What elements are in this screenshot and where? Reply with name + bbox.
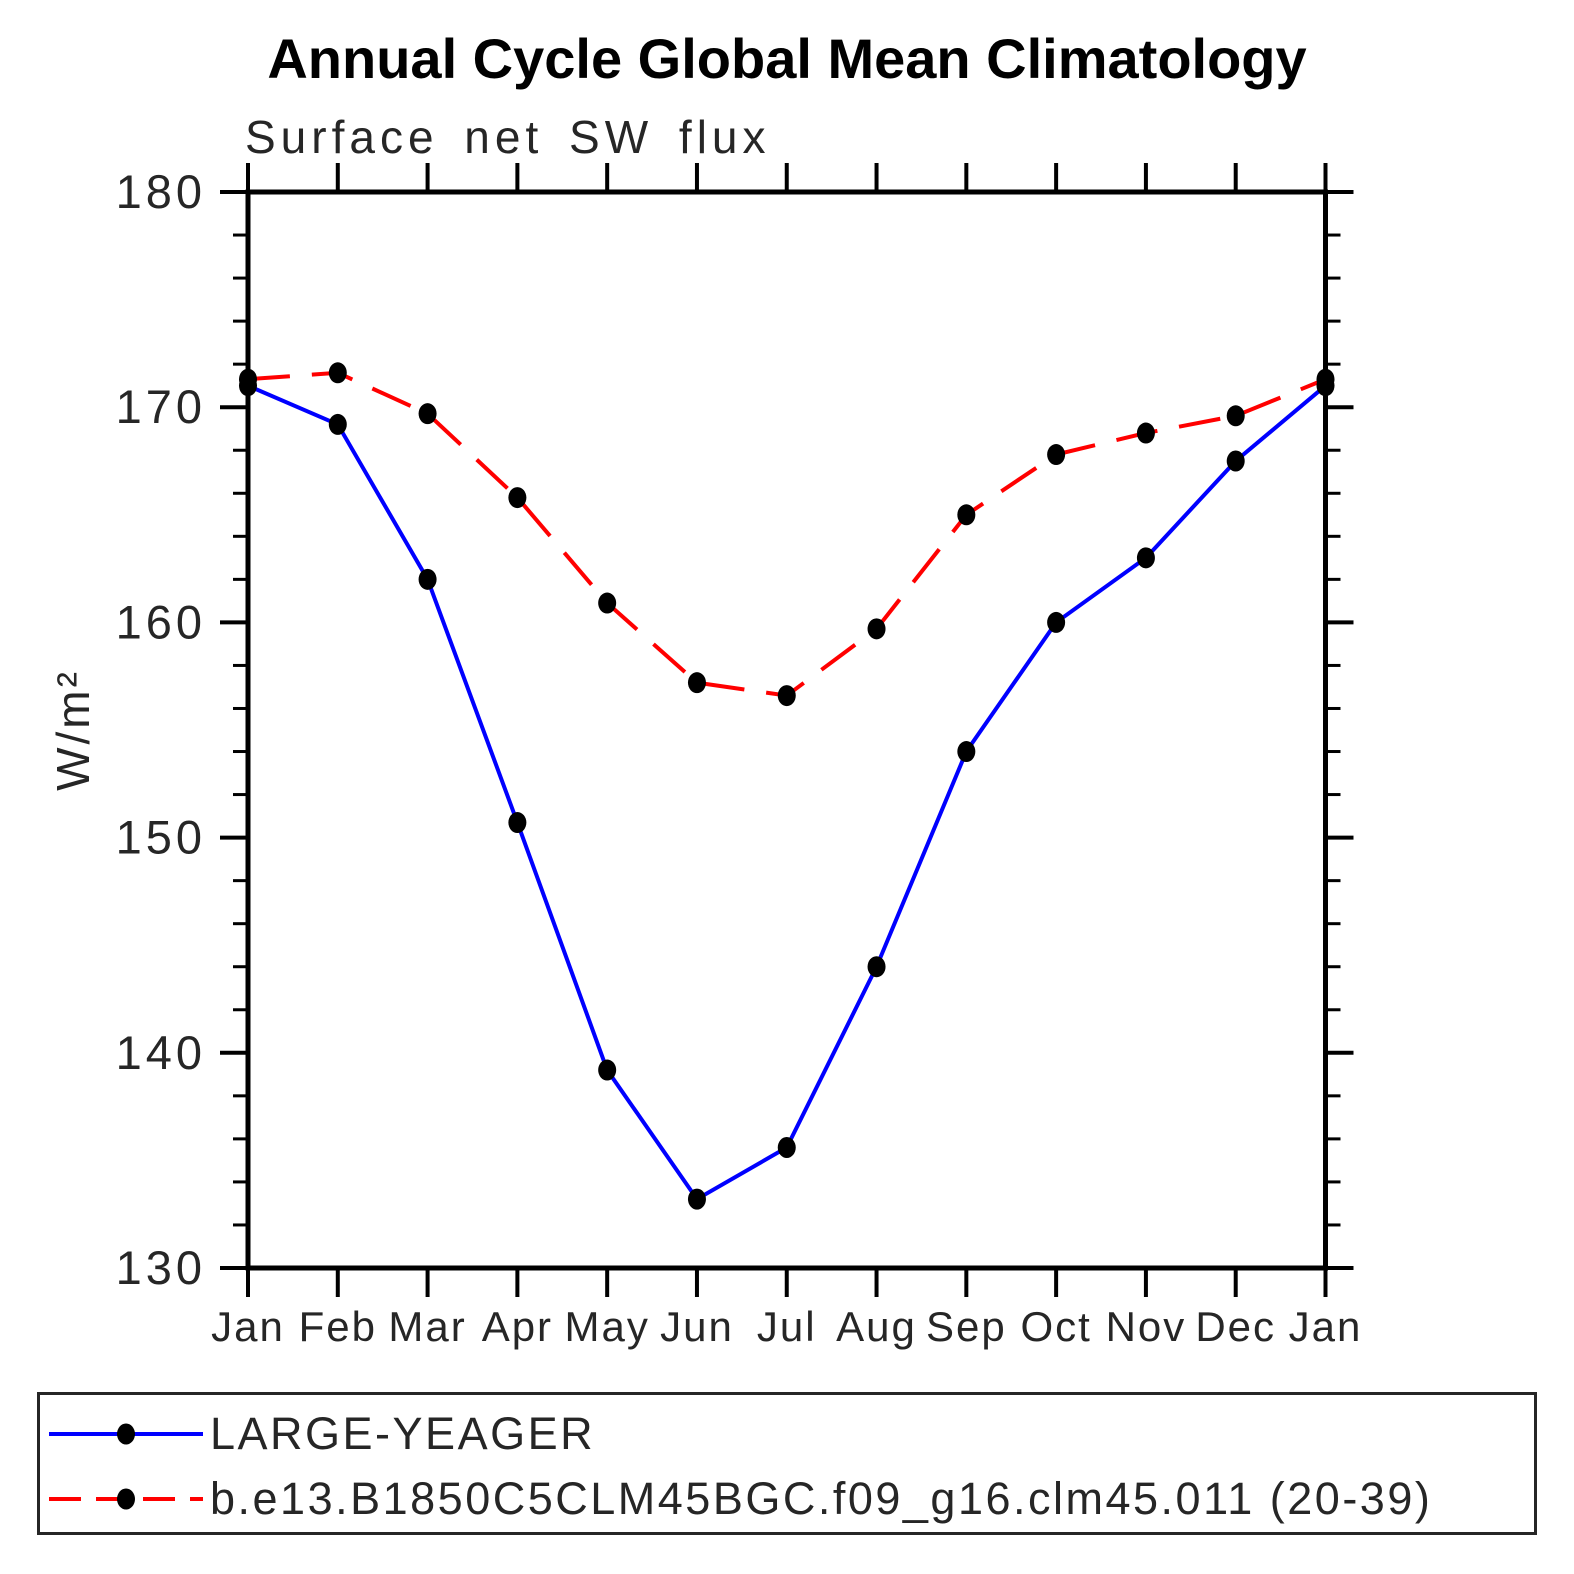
- x-tick-label: Oct: [1020, 1303, 1091, 1350]
- data-point-marker: [867, 618, 886, 640]
- y-tick-label: 130: [116, 1241, 206, 1294]
- y-tick-label: 140: [116, 1026, 206, 1079]
- data-point-marker: [1136, 422, 1155, 444]
- data-point-marker: [418, 568, 437, 590]
- data-point-marker: [1136, 547, 1155, 569]
- chart-subtitle: Surface net SW flux: [245, 111, 771, 163]
- series-line-0: [247, 383, 1327, 1202]
- data-point-marker: [1226, 405, 1245, 427]
- legend: LARGE-YEAGER b.e13.B1850C5CLM45BGC.f09_g…: [37, 1392, 1537, 1535]
- plot-frame: [245, 189, 1328, 1271]
- data-point-marker: [239, 368, 257, 390]
- axis-ticks: [220, 163, 1354, 1297]
- data-point-marker: [1226, 450, 1245, 472]
- data-point-marker: [777, 685, 796, 707]
- y-tick-label: 150: [116, 811, 206, 864]
- legend-line-sample-dashed: [49, 1488, 203, 1510]
- data-point-marker: [418, 403, 437, 425]
- legend-item: b.e13.B1850C5CLM45BGC.f09_g16.clm45.011 …: [45, 1473, 1432, 1524]
- legend-label-large-yeager: LARGE-YEAGER: [210, 1408, 596, 1459]
- data-point-marker: [508, 487, 527, 509]
- data-point-marker: [1047, 444, 1066, 466]
- legend-marker-icon: [117, 1423, 135, 1445]
- x-tick-label: Jun: [660, 1303, 734, 1350]
- x-tick-label: Aug: [836, 1303, 917, 1350]
- x-tick-label: Apr: [482, 1303, 553, 1350]
- chart-title: Annual Cycle Global Mean Climatology: [267, 27, 1307, 90]
- data-point-marker: [598, 592, 617, 614]
- x-tick-label: Jul: [757, 1303, 817, 1350]
- x-tick-label: Feb: [299, 1303, 377, 1350]
- data-point-marker: [1047, 611, 1066, 633]
- data-point-marker: [1316, 368, 1335, 390]
- x-tick-label: Sep: [926, 1303, 1007, 1350]
- x-tick-label: Dec: [1195, 1303, 1276, 1350]
- y-tick-label: 170: [116, 380, 206, 433]
- x-tick-label: Nov: [1106, 1303, 1187, 1350]
- data-point-marker: [687, 672, 706, 694]
- data-point-marker: [508, 812, 527, 834]
- x-tick-label: May: [564, 1303, 649, 1350]
- data-point-marker: [687, 1188, 706, 1210]
- data-point-marker: [598, 1059, 617, 1081]
- series-markers-0: [239, 375, 1335, 1210]
- data-point-marker: [957, 741, 976, 763]
- x-tick-label: Jan: [1289, 1303, 1363, 1350]
- x-tick-label: Mar: [388, 1303, 466, 1350]
- data-point-marker: [328, 362, 347, 384]
- data-point-marker: [328, 413, 347, 435]
- legend-line-sample-solid: [49, 1423, 203, 1445]
- legend-marker-icon: [117, 1488, 135, 1510]
- x-tick-label: Jan: [211, 1303, 285, 1350]
- data-point-marker: [867, 956, 886, 978]
- legend-label-model-run: b.e13.B1850C5CLM45BGC.f09_g16.clm45.011 …: [210, 1473, 1433, 1524]
- series-line-1: [247, 370, 1327, 698]
- y-tick-label: 180: [116, 165, 206, 218]
- y-tick-label: 160: [116, 595, 206, 648]
- axis-tick-labels: 130 140 150 160 170 180 Jan Feb Mar Apr May Jun Jul A…: [116, 165, 1363, 1350]
- legend-item: LARGE-YEAGER: [45, 1408, 595, 1459]
- data-point-marker: [777, 1136, 796, 1158]
- series-markers-1: [239, 362, 1335, 707]
- data-point-marker: [957, 504, 976, 526]
